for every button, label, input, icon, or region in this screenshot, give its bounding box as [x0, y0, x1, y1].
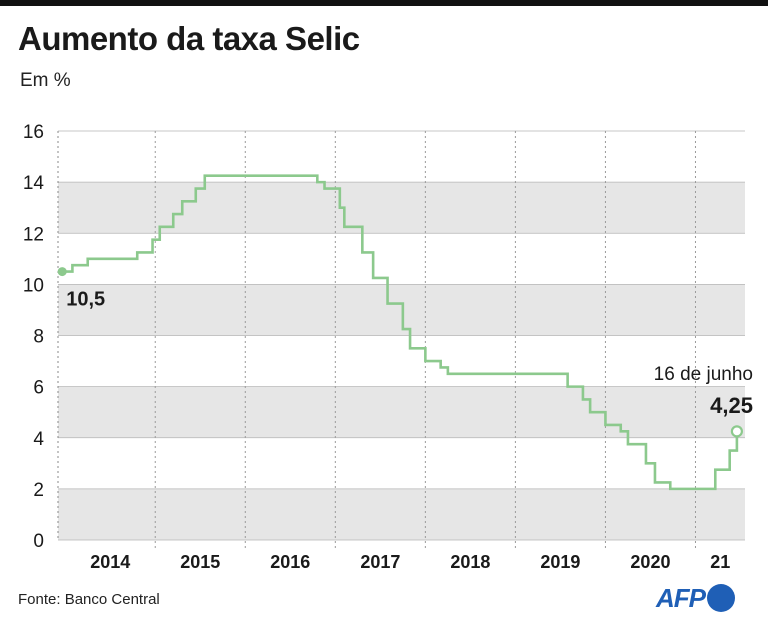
top-rule — [0, 0, 768, 6]
end-value-label: 4,25 — [710, 393, 753, 418]
x-tick-label: 2019 — [540, 552, 580, 572]
gridlines — [57, 130, 745, 548]
y-axis-ticks: 0 2 4 6 8 10 12 14 16 — [23, 122, 45, 552]
y-tick-label: 8 — [33, 327, 44, 348]
x-tick-label: 2016 — [270, 552, 310, 572]
y-tick-label: 12 — [23, 224, 44, 245]
band-0 — [58, 488, 745, 540]
x-tick-label: 21 — [710, 552, 730, 572]
start-value-label: 10,5 — [66, 289, 105, 311]
start-point-marker — [57, 267, 67, 277]
band-8 — [58, 284, 745, 336]
logo-text: AFP — [656, 582, 706, 613]
chart-title: Aumento da taxa Selic — [18, 20, 360, 57]
logo-dot-icon — [707, 584, 735, 612]
afp-logo: AFP — [656, 583, 735, 613]
x-tick-label: 2017 — [360, 552, 400, 572]
y-tick-label: 4 — [33, 429, 44, 450]
x-tick-label: 2014 — [90, 552, 130, 572]
end-date-label: 16 de junho — [654, 364, 753, 385]
y-tick-label: 14 — [23, 173, 45, 194]
x-tick-label: 2020 — [630, 552, 670, 572]
band-4 — [58, 386, 745, 438]
x-tick-label: 2018 — [450, 552, 490, 572]
background-bands — [58, 182, 745, 540]
x-tick-label: 2015 — [180, 552, 220, 572]
chart-subtitle: Em % — [20, 70, 71, 91]
x-axis-ticks: 2014 2015 2016 2017 2018 2019 2020 21 — [90, 552, 730, 572]
end-point-marker — [730, 425, 743, 438]
series-line — [65, 174, 739, 491]
source-note: Fonte: Banco Central — [18, 591, 160, 608]
annotations: 10,5 16 de junho 4,25 — [66, 289, 753, 418]
y-tick-label: 10 — [23, 275, 44, 296]
y-tick-label: 0 — [33, 531, 44, 552]
y-tick-label: 2 — [33, 480, 44, 501]
y-tick-label: 16 — [23, 122, 44, 143]
y-tick-label: 6 — [33, 378, 44, 399]
series-group — [57, 174, 743, 491]
